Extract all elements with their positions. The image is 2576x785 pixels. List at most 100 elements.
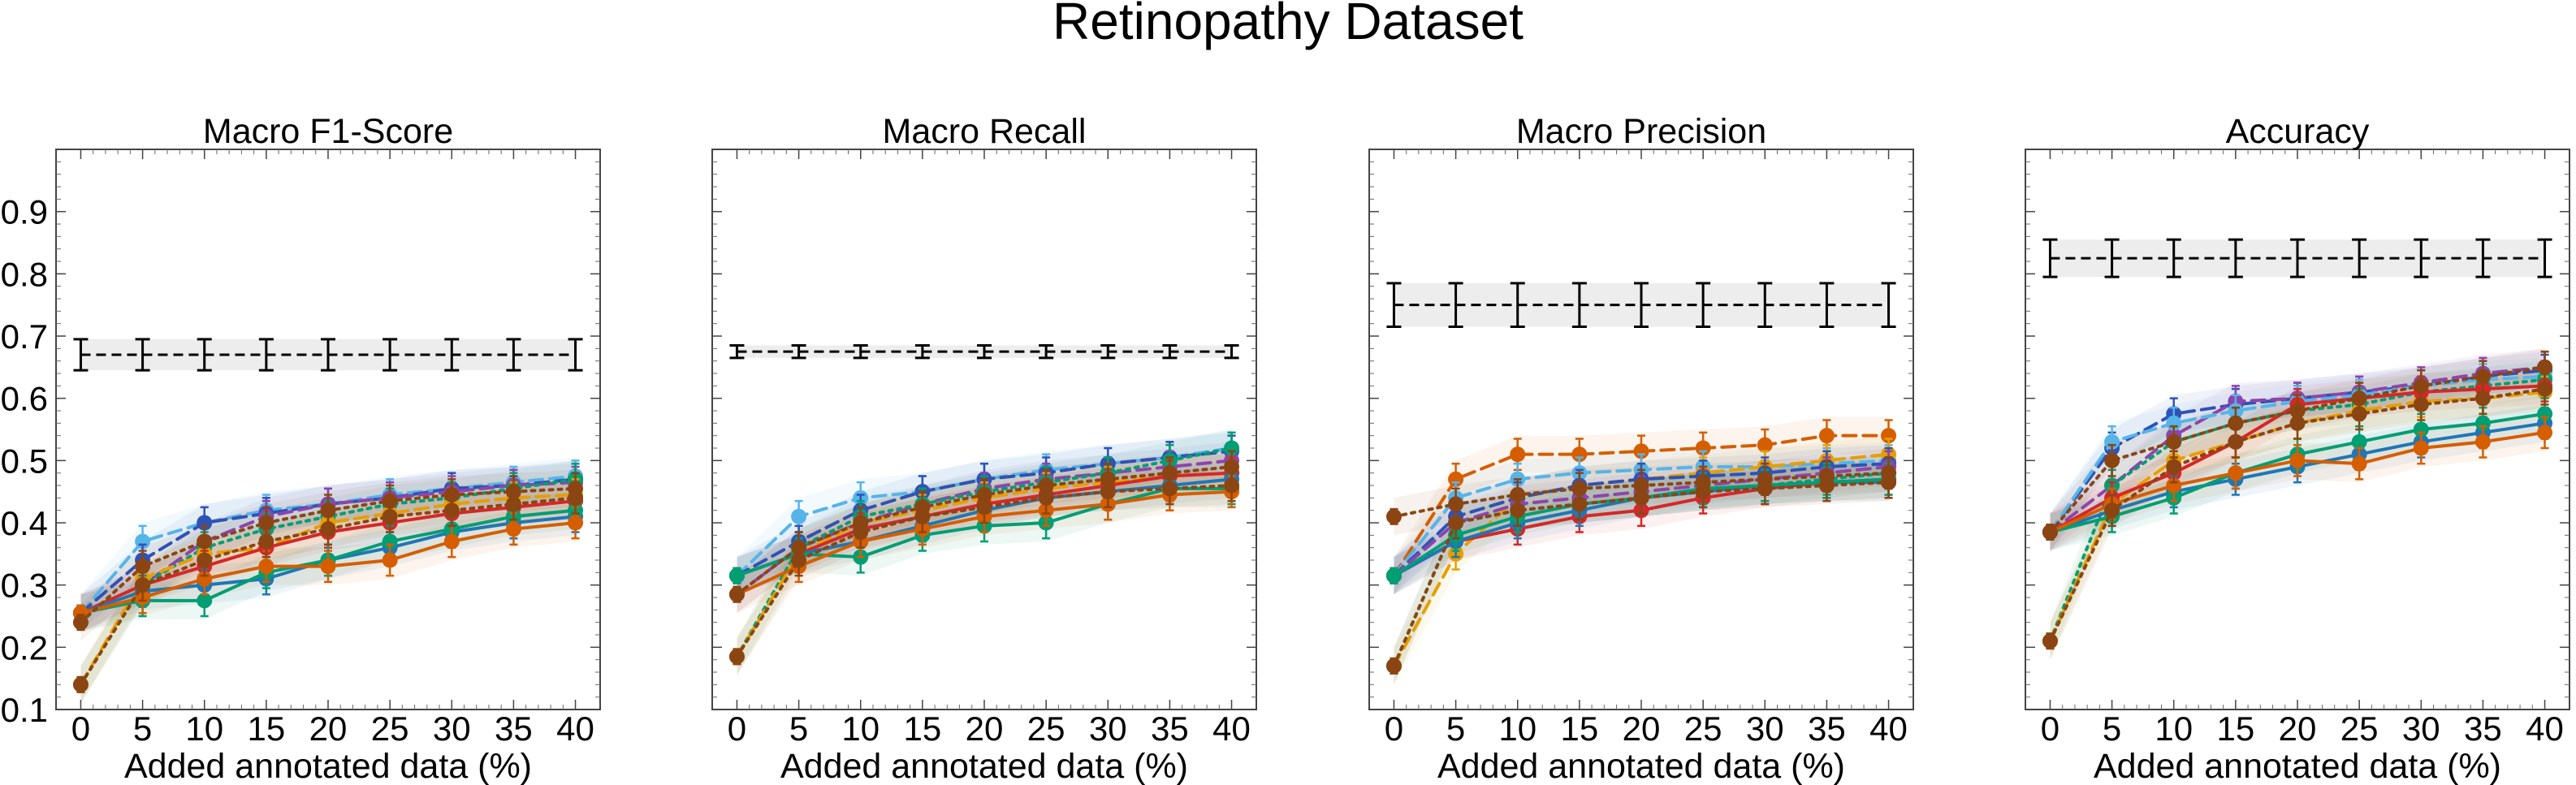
x-tick-label: 15 — [248, 710, 286, 748]
data-point — [2166, 459, 2182, 475]
data-point — [505, 521, 521, 537]
panel-title: Macro Precision — [1516, 112, 1766, 151]
data-point — [1510, 502, 1526, 519]
x-tick-label: 10 — [185, 710, 223, 748]
y-tick-label: 0.8 — [1, 255, 48, 293]
chart-panel-2: Macro Recall 0 5 10 15 20 25 30 35 40 Added annota… — [711, 112, 1257, 785]
data-point — [1038, 490, 1054, 506]
y-tick-label: 0.9 — [1, 193, 48, 231]
x-tick-label: 10 — [2155, 710, 2193, 748]
series-line-11 — [735, 484, 1234, 658]
x-tick-label: 0 — [71, 710, 90, 748]
x-axis-label: Added annotated data (%) — [2094, 747, 2501, 785]
x-tick-label: 20 — [1623, 710, 1661, 748]
x-tick-label: 30 — [433, 710, 471, 748]
data-point — [2104, 502, 2120, 519]
data-point — [2537, 359, 2553, 375]
data-point — [72, 676, 89, 692]
data-point — [791, 508, 807, 524]
x-tick-label: 30 — [1089, 710, 1127, 748]
x-tick-label: 15 — [1561, 710, 1599, 748]
x-tick-label: 40 — [556, 710, 594, 748]
x-tick-label: 20 — [2279, 710, 2317, 748]
data-point — [443, 533, 460, 550]
x-tick-label: 10 — [1498, 710, 1537, 748]
data-point — [258, 559, 274, 575]
data-point — [1385, 658, 1402, 674]
data-point — [568, 490, 584, 506]
data-point — [135, 577, 151, 593]
data-point — [1757, 481, 1773, 497]
data-point — [2042, 633, 2058, 649]
data-point — [2537, 425, 2553, 441]
data-point — [2228, 465, 2244, 481]
data-point — [2289, 452, 2306, 468]
data-point — [728, 567, 745, 584]
x-tick-label: 25 — [2340, 710, 2379, 748]
data-point — [1571, 496, 1588, 512]
data-point — [728, 586, 745, 602]
chart-panel-3: Macro Precision 0 5 10 15 20 25 30 35 40 Added ann… — [1368, 112, 1914, 785]
series-line-2 — [79, 477, 577, 615]
data-point — [2166, 433, 2182, 450]
data-point — [382, 552, 398, 568]
data-point — [197, 552, 213, 568]
data-point — [2228, 433, 2244, 450]
x-tick-label: 40 — [2526, 710, 2564, 748]
x-tick-label: 25 — [1684, 710, 1722, 748]
x-tick-label: 35 — [2464, 710, 2502, 748]
y-tick-label: 0.1 — [1, 691, 48, 729]
data-point — [1385, 567, 1402, 584]
data-point — [2474, 390, 2491, 407]
data-point — [258, 533, 274, 550]
data-point — [2042, 524, 2058, 540]
data-point — [914, 508, 931, 524]
x-axis-label: Added annotated data (%) — [124, 747, 532, 785]
data-point — [1633, 490, 1649, 506]
x-tick-label: 0 — [1385, 710, 1403, 748]
data-point — [2537, 381, 2553, 397]
x-tick-label: 35 — [495, 710, 533, 748]
data-point — [791, 552, 807, 568]
x-axis-label: Added annotated data (%) — [1437, 747, 1845, 785]
x-tick-label: 25 — [1027, 710, 1065, 748]
data-point — [2351, 433, 2367, 450]
x-axis-label: Added annotated data (%) — [780, 747, 1188, 785]
series-line-3 — [2048, 374, 2547, 534]
data-point — [1448, 515, 1464, 531]
data-point — [2289, 415, 2306, 431]
y-tick-label: 0.3 — [1, 567, 48, 605]
x-tick-label: 5 — [789, 710, 808, 748]
data-point — [505, 496, 521, 512]
data-point — [1881, 474, 1897, 490]
chart-panel-4: Accuracy 0 5 10 15 20 25 30 35 40 Added annotated … — [2025, 112, 2570, 785]
data-point — [2104, 452, 2120, 468]
x-tick-label: 15 — [2217, 710, 2255, 748]
data-point — [853, 524, 869, 540]
panel-title: Macro F1-Score — [203, 112, 453, 151]
data-point — [1695, 484, 1711, 500]
data-point — [1757, 437, 1773, 453]
figure-title: Retinopathy Dataset — [1052, 0, 1524, 50]
data-point — [197, 593, 213, 609]
plot-area — [55, 149, 601, 710]
x-tick-label: 40 — [1212, 710, 1251, 748]
x-tick-label: 5 — [133, 710, 152, 748]
data-point — [976, 499, 992, 515]
data-point — [1100, 484, 1116, 500]
x-tick-label: 5 — [2103, 710, 2121, 748]
plot-area — [711, 149, 1257, 710]
data-point — [568, 515, 584, 531]
y-tick-label: 0.5 — [1, 442, 48, 480]
x-tick-label: 35 — [1808, 710, 1846, 748]
x-tick-label: 5 — [1446, 710, 1465, 748]
x-tick-label: 30 — [1746, 710, 1784, 748]
x-tick-label: 20 — [966, 710, 1004, 748]
x-tick-label: 20 — [309, 710, 348, 748]
x-tick-label: 30 — [2402, 710, 2440, 748]
data-point — [1818, 477, 1835, 494]
x-tick-label: 10 — [841, 710, 880, 748]
x-tick-label: 35 — [1151, 710, 1189, 748]
y-tick-label: 0.2 — [1, 628, 48, 666]
